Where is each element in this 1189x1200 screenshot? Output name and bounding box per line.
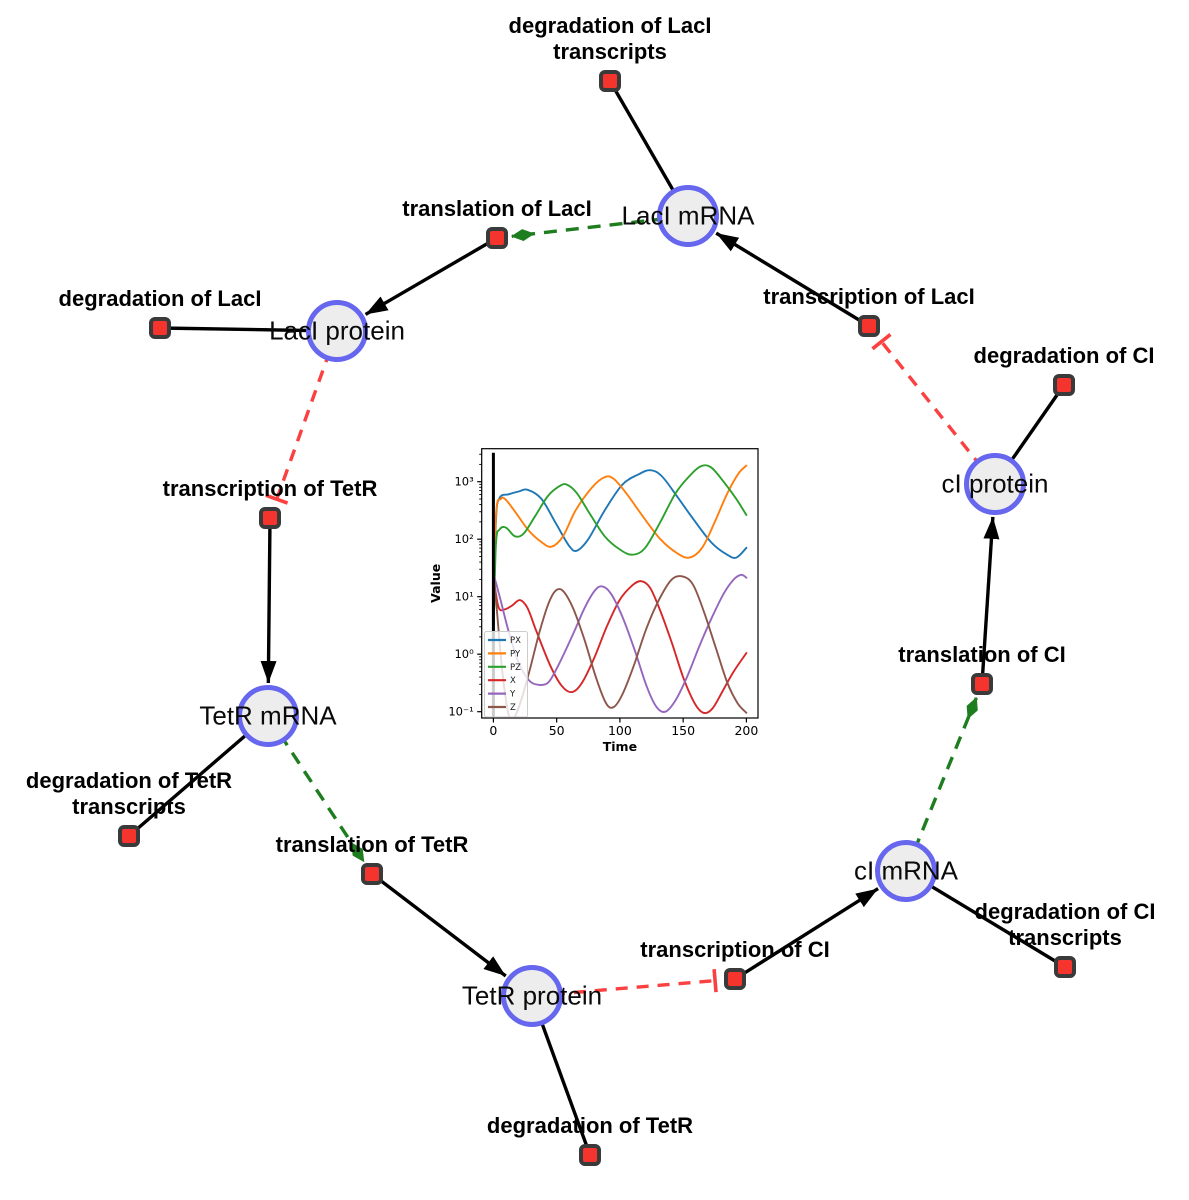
x-axis-label: Time xyxy=(603,739,637,754)
x-tick-label: 0 xyxy=(489,723,497,738)
reaction-node-transl-laci[interactable] xyxy=(486,227,508,249)
species-label-tetr-mrna: TetR mRNA xyxy=(199,700,337,731)
inhibition-tbar-transcr-laci xyxy=(871,333,892,351)
edge-transcr-tetr-to-tetr-mrna-arrow xyxy=(260,517,277,684)
series-line-PX xyxy=(492,469,748,641)
reaction-node-deg-tetr[interactable] xyxy=(579,1144,601,1166)
species-node-tetr-protein[interactable] xyxy=(501,965,563,1027)
species-label-ci-mrna: cI mRNA xyxy=(854,855,958,886)
legend-label-PX: PX xyxy=(510,636,521,646)
reaction-label-deg-ci-tx: degradation of CI transcripts xyxy=(974,899,1156,950)
species-node-tetr-mrna[interactable] xyxy=(237,685,299,747)
species-label-ci-protein: cI protein xyxy=(941,468,1049,499)
plot-legend: PX PY PZ XYZ xyxy=(484,631,528,718)
edge-transcr-ci-to-ci-mrna-arrow xyxy=(734,887,880,981)
y-axis: 10⁻¹ 10⁰ 10¹ 10² 10³ xyxy=(448,453,482,719)
reaction-node-deg-ci-tx[interactable] xyxy=(1054,956,1076,978)
species-label-laci-protein: LacI protein xyxy=(269,315,405,346)
series-line-PZ xyxy=(492,464,748,641)
reaction-label-deg-laci-tx: degradation of LacI transcripts xyxy=(508,13,712,64)
species-node-laci-protein[interactable] xyxy=(306,300,368,362)
reaction-node-transcr-tetr[interactable] xyxy=(259,507,281,529)
legend-label-PZ: PZ xyxy=(510,663,521,673)
series-line-PY xyxy=(492,464,748,641)
reaction-label-transl-ci: translation of CI xyxy=(898,642,1066,667)
reaction-node-deg-tetr-tx[interactable] xyxy=(118,825,140,847)
reaction-node-deg-laci[interactable] xyxy=(149,317,171,339)
x-tick-label: 150 xyxy=(671,723,695,738)
series-line-X xyxy=(492,575,748,715)
species-label-laci-mrna: LacI mRNA xyxy=(621,200,755,231)
y-tick-label: 10³ xyxy=(454,475,474,489)
reaction-node-transcr-ci[interactable] xyxy=(724,968,746,990)
reaction-node-deg-ci[interactable] xyxy=(1053,374,1075,396)
reaction-label-deg-tetr: degradation of TetR xyxy=(486,1113,694,1138)
reaction-node-transl-tetr[interactable] xyxy=(361,863,383,885)
reaction-node-transcr-laci[interactable] xyxy=(858,315,880,337)
reaction-label-transl-laci: translation of LacI xyxy=(402,196,592,221)
edge-transcr-laci-to-laci-mrna-arrow xyxy=(715,231,870,328)
legend-label-PY: PY xyxy=(510,649,521,659)
legend-label-Y: Y xyxy=(509,690,516,700)
reaction-label-transcr-ci: transcription of CI xyxy=(640,937,830,962)
x-tick-label: 100 xyxy=(608,723,632,738)
inset-plot: 0 50 100 150 200Time10⁻¹10⁰10¹10²10³ValuePXP… xyxy=(428,448,759,754)
x-tick-label: 50 xyxy=(549,723,565,738)
series-line-Y xyxy=(492,572,748,713)
edge-transl-laci-to-laci-protein-arrow xyxy=(364,236,498,316)
y-tick-label: 10⁰ xyxy=(454,647,474,661)
edge-transl-tetr-to-tetr-protein-arrow xyxy=(370,872,507,978)
reaction-node-deg-laci-tx[interactable] xyxy=(599,70,621,92)
species-node-laci-mrna[interactable] xyxy=(657,185,719,247)
y-tick-label: 10¹ xyxy=(454,590,473,604)
reaction-node-transl-ci[interactable] xyxy=(971,673,993,695)
y-axis-label: Value xyxy=(428,564,443,603)
y-tick-label: 10⁻¹ xyxy=(448,705,473,719)
species-node-ci-protein[interactable] xyxy=(964,453,1026,515)
y-tick-label: 10² xyxy=(454,532,473,546)
reaction-label-transcr-tetr: transcription of TetR xyxy=(162,476,378,501)
reaction-label-deg-laci: degradation of LacI xyxy=(58,286,262,311)
reaction-label-deg-ci: degradation of CI xyxy=(973,343,1155,368)
reaction-label-deg-tetr-tx: degradation of TetR transcripts xyxy=(25,768,233,819)
inhibition-tbar-transcr-ci xyxy=(712,969,718,993)
species-node-ci-mrna[interactable] xyxy=(875,840,937,902)
x-tick-label: 200 xyxy=(734,723,758,738)
reaction-label-transl-tetr: translation of TetR xyxy=(275,832,469,857)
plot-series-group xyxy=(492,464,748,718)
legend-label-X: X xyxy=(510,676,516,686)
species-label-tetr-protein: TetR protein xyxy=(461,980,603,1011)
inhibition-tbar-transcr-tetr xyxy=(265,493,289,505)
legend-label-Z: Z xyxy=(510,703,516,713)
edge-transl-ci-to-ci-protein-arrow xyxy=(980,516,1000,685)
x-axis: 0 50 100 150 200 xyxy=(489,718,758,738)
reaction-label-transcr-laci: transcription of LacI xyxy=(763,284,975,309)
